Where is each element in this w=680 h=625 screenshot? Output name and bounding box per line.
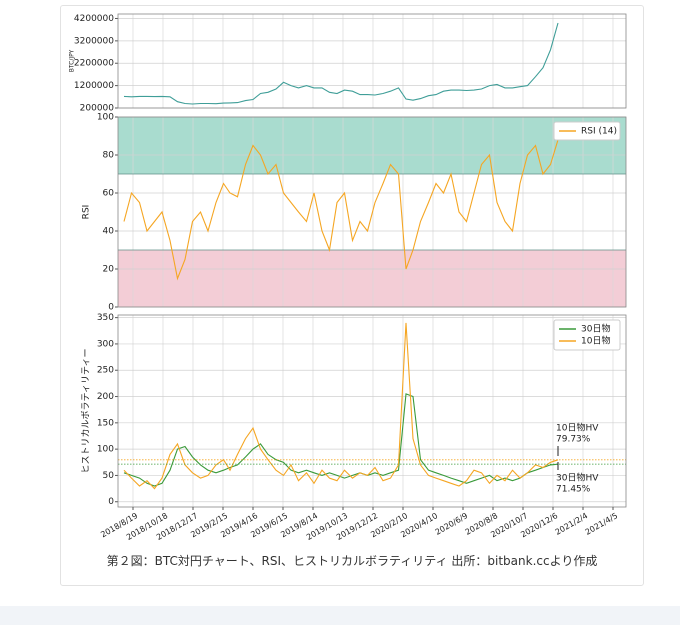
plot-area [118, 14, 626, 108]
y-axis-label: ヒストリカルボラティリティー [81, 349, 92, 474]
plot-frame [117, 13, 627, 109]
y-tick-label: 4200000 [74, 14, 114, 24]
y-tick-label: 60 [103, 189, 115, 199]
annotation-title: 10日物HV [556, 422, 599, 434]
y-tick-label: 250 [97, 366, 114, 376]
plot-frame [117, 314, 627, 508]
y-tick-label: 0 [108, 497, 114, 507]
x-tick-label: 2021/2/4 [554, 511, 590, 537]
y-tick-label: 100 [97, 445, 114, 455]
annotation-text: 79.73% [556, 435, 591, 445]
series-line [123, 22, 559, 105]
y-tick-label: 200000 [80, 104, 115, 114]
y-tick-label: 1200000 [74, 81, 114, 91]
y-tick-label: 0 [108, 303, 114, 313]
series-line [123, 393, 559, 487]
annotation-title: 30日物HV [556, 472, 599, 484]
chart: 200000 1200000 2200000 3200000 4200000 BTC/JP… [69, 13, 627, 542]
y-tick-label: 200 [97, 392, 114, 402]
y-tick-label: 150 [97, 418, 114, 428]
caption: 第２図：BTC対円チャート、RSI、ヒストリカルボラティリティ 出所：bitba… [106, 554, 598, 568]
legend-box [553, 121, 621, 141]
y-tick-label: 50 [103, 471, 115, 481]
legend-label: 30日物 [581, 323, 610, 335]
y-tick-label: 350 [97, 313, 114, 323]
y-tick-label: 2200000 [74, 59, 114, 69]
y-tick-label: 100 [97, 113, 114, 123]
annotation-text: 71.45% [556, 485, 591, 495]
band [118, 117, 626, 174]
footer-strip [0, 606, 680, 625]
y-axis-label: RSI [82, 205, 92, 220]
legend-label: 10日物 [581, 335, 610, 347]
y-tick-label: 20 [103, 265, 115, 275]
y-tick-label: 80 [103, 151, 115, 161]
y-axis-label: BTC/JPY [69, 49, 76, 72]
plot-area [118, 315, 626, 507]
y-tick-label: 300 [97, 339, 114, 349]
plot-frame [117, 116, 627, 308]
y-tick-label: 40 [103, 227, 115, 237]
series-line [123, 139, 559, 281]
series-line [123, 322, 559, 490]
legend-label: RSI (14) [581, 127, 617, 137]
legend-box [553, 319, 621, 351]
y-tick-label: 3200000 [74, 36, 114, 46]
x-tick-label: 2020/6/9 [434, 511, 470, 537]
x-tick-label: 2021/4/5 [584, 511, 620, 537]
band [118, 250, 626, 307]
